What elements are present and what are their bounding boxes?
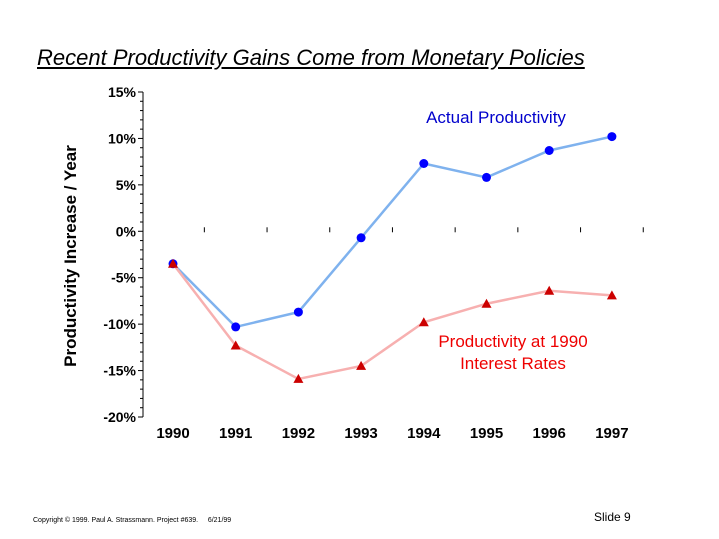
y-tick-label: 0% [116, 223, 137, 239]
data-point-circle [419, 159, 429, 168]
y-axis-label: Productivity Increase / Year [61, 145, 80, 367]
data-point-triangle [544, 285, 555, 295]
series-label-1990-rates: Interest Rates [460, 354, 566, 373]
data-point-circle [231, 322, 241, 332]
slide-title: Recent Productivity Gains Come from Mone… [37, 45, 585, 70]
series-line-1 [172, 135, 613, 329]
y-tick-label: -5% [111, 270, 136, 286]
data-point-triangle [606, 290, 617, 300]
x-tick-label: 1997 [595, 425, 628, 442]
data-point-triangle [481, 298, 492, 308]
y-tick-label: 15% [108, 84, 137, 100]
footer-copyright-text: Copyright © 1999. Paul A. Strassmann. Pr… [33, 517, 199, 524]
data-point-triangle [293, 373, 304, 383]
y-tick-label: -20% [103, 409, 136, 425]
y-tick-label: 5% [116, 177, 137, 193]
x-tick-label: 1993 [344, 425, 377, 442]
footer-copyright: Copyright © 1999. Paul A. Strassmann. Pr… [33, 517, 231, 524]
slide-number: Slide 9 [594, 510, 631, 524]
x-tick-label: 1990 [156, 425, 189, 442]
data-point-triangle [418, 317, 429, 327]
y-tick-label: -10% [103, 316, 136, 332]
series-line-2 [172, 263, 612, 381]
data-point-triangle [230, 340, 241, 350]
x-tick-label: 1995 [470, 425, 503, 442]
footer-date: 6/21/99 [207, 517, 232, 524]
x-tick-label: 1996 [533, 425, 566, 442]
series-label-actual: Actual Productivity [426, 108, 566, 127]
data-point-triangle [356, 360, 367, 370]
data-point-circle [544, 146, 554, 155]
y-tick-label: 10% [108, 130, 137, 146]
y-tick-label: -15% [103, 363, 136, 379]
data-point-circle [482, 172, 491, 182]
data-point-circle [356, 233, 366, 243]
x-tick-label: 1992 [282, 425, 315, 442]
data-point-circle [607, 132, 617, 142]
x-tick-label: 1994 [407, 425, 441, 442]
data-point-triangle [168, 258, 178, 268]
series-label-1990-rates: Productivity at 1990 [438, 332, 587, 351]
data-point-circle [293, 307, 303, 317]
x-tick-label: 1991 [219, 425, 252, 442]
